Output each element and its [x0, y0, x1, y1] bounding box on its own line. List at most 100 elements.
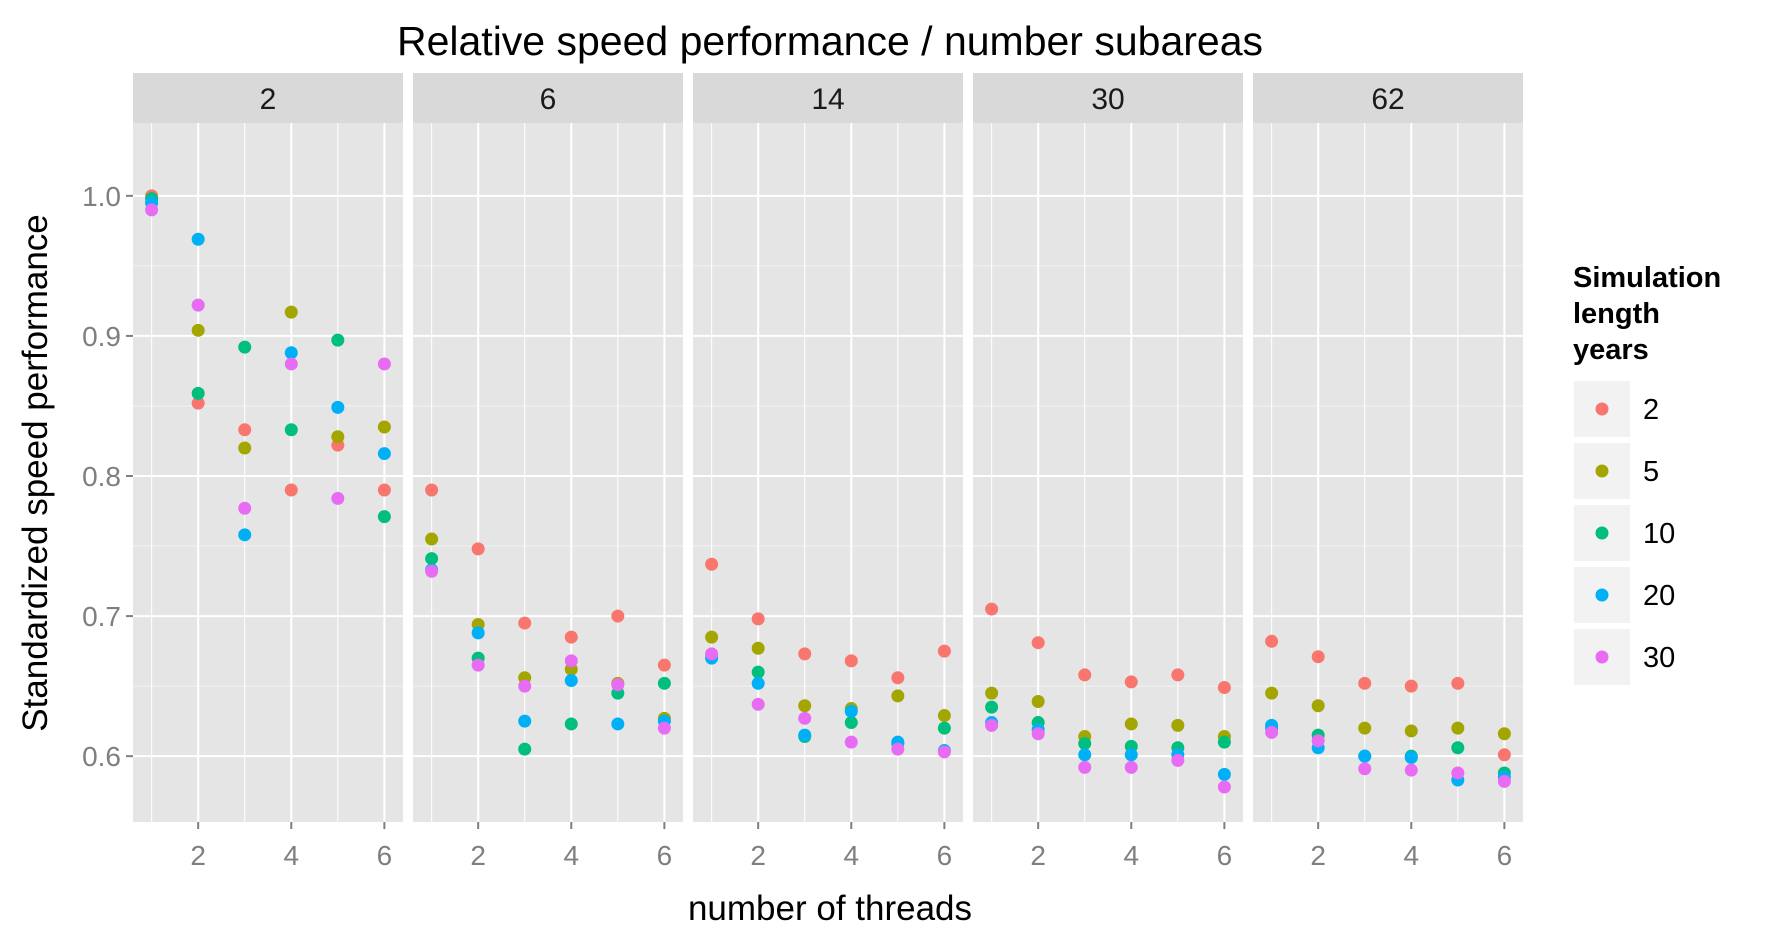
data-point-5: [937, 709, 951, 723]
data-point-20: [1124, 748, 1138, 762]
data-point-30: [611, 678, 625, 692]
data-point-5: [1451, 721, 1465, 735]
data-point-10: [425, 552, 439, 566]
data-point-2: [425, 483, 439, 497]
data-point-5: [1265, 686, 1279, 700]
data-point-5: [751, 641, 765, 655]
data-point-2: [1171, 668, 1185, 682]
data-point-2: [1404, 679, 1418, 693]
data-point-20: [331, 400, 345, 414]
data-point-30: [798, 711, 812, 725]
y-tick-label: 0.6: [82, 741, 121, 772]
data-point-20: [564, 674, 578, 688]
x-tick-label: 4: [563, 840, 579, 871]
data-point-2: [705, 557, 719, 571]
x-tick-label: 6: [657, 840, 673, 871]
data-point-2: [518, 616, 532, 630]
facet-strip: [693, 73, 963, 123]
data-point-30: [145, 203, 159, 217]
x-axis-title: number of threads: [688, 889, 972, 928]
y-tick-label: 1.0: [82, 181, 121, 212]
data-point-2: [657, 658, 671, 672]
data-point-2: [937, 644, 951, 658]
data-point-30: [1497, 774, 1511, 788]
data-point-2: [798, 647, 812, 661]
data-point-10: [985, 700, 999, 714]
data-point-5: [1497, 727, 1511, 741]
data-point-2: [1497, 748, 1511, 762]
data-point-2: [284, 483, 298, 497]
legend-marker-5: [1595, 464, 1609, 478]
data-point-20: [611, 717, 625, 731]
data-point-5: [191, 323, 205, 337]
data-point-20: [751, 676, 765, 690]
data-point-2: [844, 654, 858, 668]
data-point-20: [1217, 767, 1231, 781]
data-point-30: [1265, 725, 1279, 739]
legend-title: length: [1573, 298, 1660, 330]
legend-label: 5: [1643, 456, 1659, 488]
data-point-5: [1311, 699, 1325, 713]
data-point-30: [1451, 766, 1465, 780]
data-point-30: [705, 647, 719, 661]
x-tick-label: 4: [1403, 840, 1419, 871]
x-tick-label: 2: [470, 840, 486, 871]
data-point-10: [284, 423, 298, 437]
data-point-2: [1451, 676, 1465, 690]
data-point-10: [751, 665, 765, 679]
data-point-20: [1078, 748, 1092, 762]
data-point-2: [751, 612, 765, 626]
x-tick-label: 6: [937, 840, 953, 871]
data-point-10: [844, 716, 858, 730]
data-point-2: [1265, 634, 1279, 648]
facet-strip-label: 14: [811, 83, 844, 116]
data-point-2: [377, 483, 391, 497]
legend-label: 30: [1643, 642, 1675, 674]
legend: Simulation length years 2 5 10 20 30: [1572, 262, 1721, 687]
data-point-2: [471, 542, 485, 556]
legend-title: years: [1573, 334, 1649, 366]
data-point-10: [331, 333, 345, 347]
facet-strip: [973, 73, 1243, 123]
data-point-30: [751, 697, 765, 711]
data-point-20: [471, 626, 485, 640]
data-point-30: [1031, 727, 1045, 741]
data-point-5: [284, 305, 298, 319]
data-point-10: [1078, 737, 1092, 751]
data-point-20: [1404, 751, 1418, 765]
data-point-20: [844, 704, 858, 718]
data-point-10: [937, 721, 951, 735]
data-point-10: [518, 742, 532, 756]
data-point-30: [564, 654, 578, 668]
legend-marker-2: [1595, 402, 1609, 416]
facet-strip: [413, 73, 683, 123]
data-point-20: [284, 346, 298, 360]
legend-marker-10: [1595, 526, 1609, 540]
data-point-30: [657, 721, 671, 735]
legend-label: 20: [1643, 580, 1675, 612]
data-point-5: [1358, 721, 1372, 735]
x-tick-label: 2: [1310, 840, 1326, 871]
data-point-5: [238, 441, 252, 455]
data-point-30: [284, 357, 298, 371]
x-tick-label: 4: [843, 840, 859, 871]
facet-panel-30: 30 2 4 6: [973, 73, 1243, 871]
data-point-10: [238, 340, 252, 354]
facet-strip-label: 62: [1371, 83, 1404, 116]
x-tick-label: 4: [283, 840, 299, 871]
data-point-30: [1404, 763, 1418, 777]
data-point-30: [191, 298, 205, 312]
data-point-30: [377, 357, 391, 371]
panel-background: [413, 123, 683, 822]
data-point-2: [1031, 636, 1045, 650]
data-point-5: [1404, 724, 1418, 738]
y-axis-title: Standardized speed performance: [16, 214, 55, 732]
x-tick-label: 6: [1217, 840, 1233, 871]
chart-title: Relative speed performance / number suba…: [397, 18, 1263, 64]
facet-panel-6: 6 2 4 6: [413, 73, 683, 871]
data-point-30: [1311, 734, 1325, 748]
data-point-10: [191, 386, 205, 400]
facet-strip-label: 2: [260, 83, 277, 116]
facet-panel-62: 62 2 4 6: [1253, 73, 1523, 871]
